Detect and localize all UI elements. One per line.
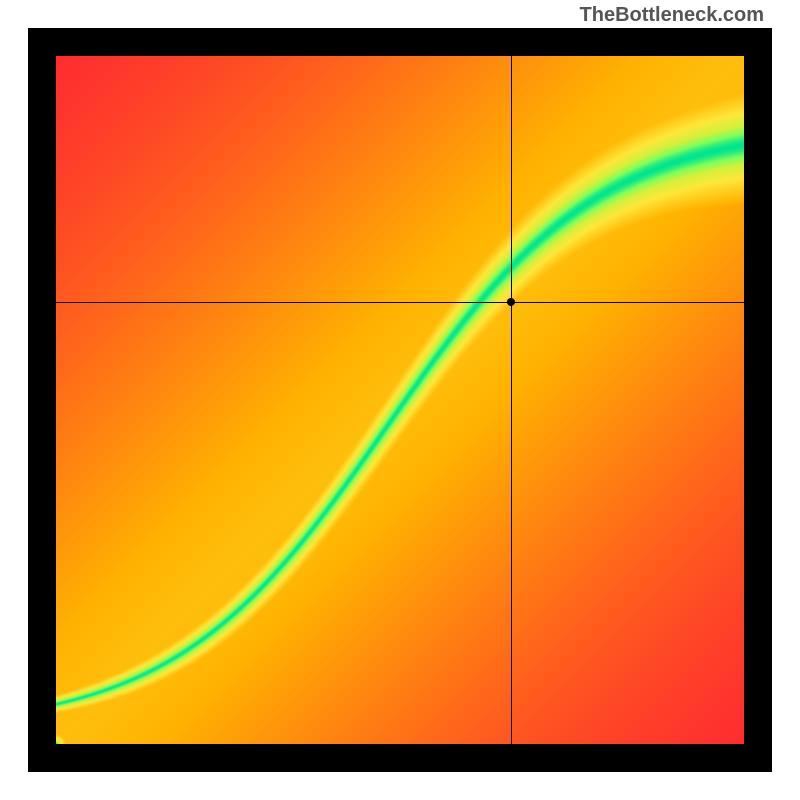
plot-area [56, 56, 744, 744]
heatmap-canvas [56, 56, 744, 744]
attribution-text: TheBottleneck.com [580, 4, 764, 27]
chart-outer-frame [28, 28, 772, 772]
page-container: TheBottleneck.com [0, 0, 800, 800]
crosshair-horizontal [56, 302, 744, 303]
crosshair-marker [507, 298, 515, 306]
crosshair-vertical [511, 56, 512, 744]
